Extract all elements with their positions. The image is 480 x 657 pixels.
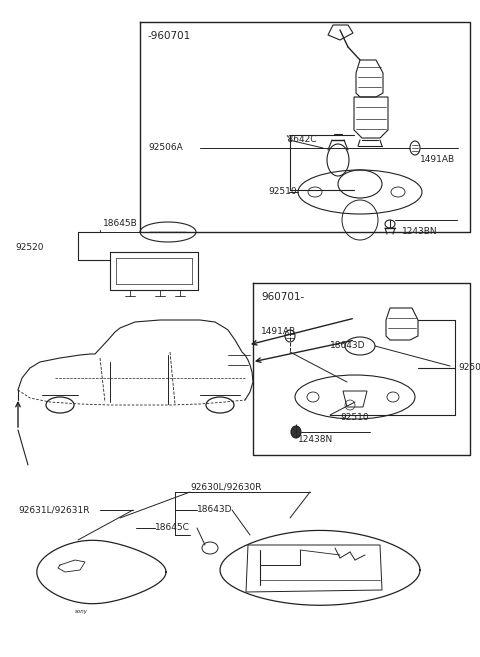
Text: 1491AB: 1491AB xyxy=(420,156,455,164)
Text: 12438N: 12438N xyxy=(298,436,333,445)
Text: 960701-: 960701- xyxy=(261,292,304,302)
Text: 18645C: 18645C xyxy=(155,524,190,533)
Text: sony: sony xyxy=(75,610,88,614)
Text: 92506A: 92506A xyxy=(458,363,480,373)
Text: -960701: -960701 xyxy=(148,31,191,41)
Text: 92631L/92631R: 92631L/92631R xyxy=(18,505,89,514)
Text: 18645B: 18645B xyxy=(103,219,138,229)
Text: 92506A: 92506A xyxy=(148,143,183,152)
Text: 92630L/92630R: 92630L/92630R xyxy=(190,482,262,491)
Ellipse shape xyxy=(291,426,301,438)
Text: 18643D: 18643D xyxy=(330,342,365,350)
Text: 1243BN: 1243BN xyxy=(402,227,438,237)
Text: 18643D: 18643D xyxy=(197,505,232,514)
Text: 92510: 92510 xyxy=(268,187,297,196)
Text: 92510: 92510 xyxy=(340,413,369,422)
Text: 1491AB: 1491AB xyxy=(261,327,296,336)
Text: 92520: 92520 xyxy=(15,244,44,252)
Text: '8642C: '8642C xyxy=(285,135,316,145)
